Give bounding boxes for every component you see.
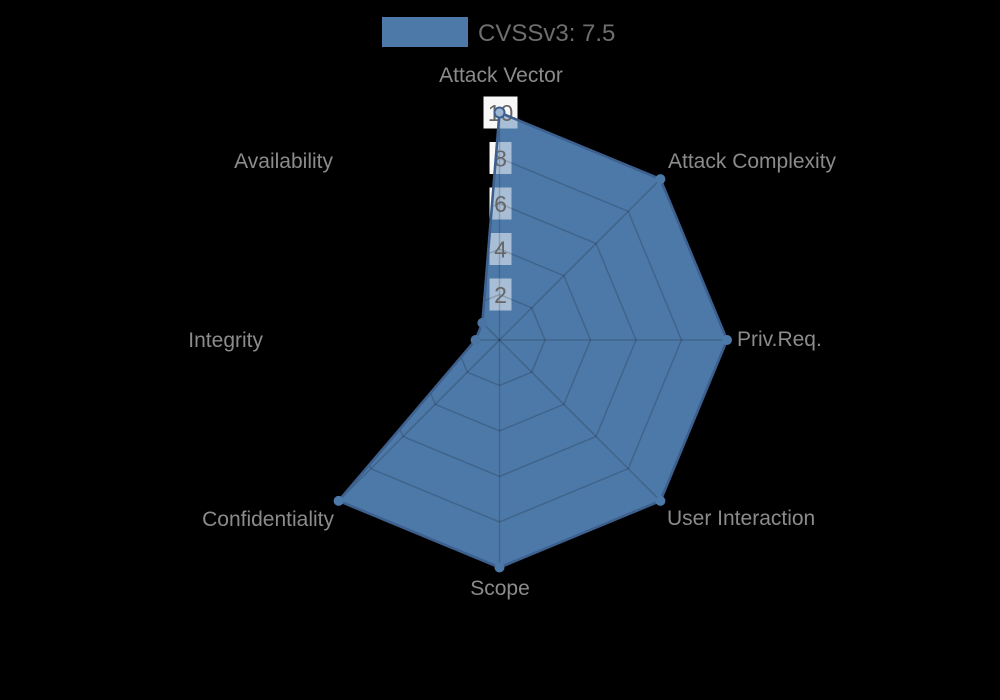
svg-text:User Interaction: User Interaction <box>667 507 815 530</box>
svg-text:Scope: Scope <box>470 577 530 600</box>
svg-text:Confidentiality: Confidentiality <box>202 508 334 531</box>
svg-text:Availability: Availability <box>234 150 333 173</box>
svg-text:2: 2 <box>494 282 507 308</box>
svg-text:6: 6 <box>494 191 507 217</box>
svg-text:Priv.Req.: Priv.Req. <box>737 328 822 351</box>
svg-text:Integrity: Integrity <box>188 329 263 352</box>
svg-text:CVSSv3: 7.5: CVSSv3: 7.5 <box>478 20 615 47</box>
svg-text:4: 4 <box>494 237 507 263</box>
svg-text:Attack Vector: Attack Vector <box>439 64 563 87</box>
svg-text:Attack Complexity: Attack Complexity <box>668 150 837 173</box>
